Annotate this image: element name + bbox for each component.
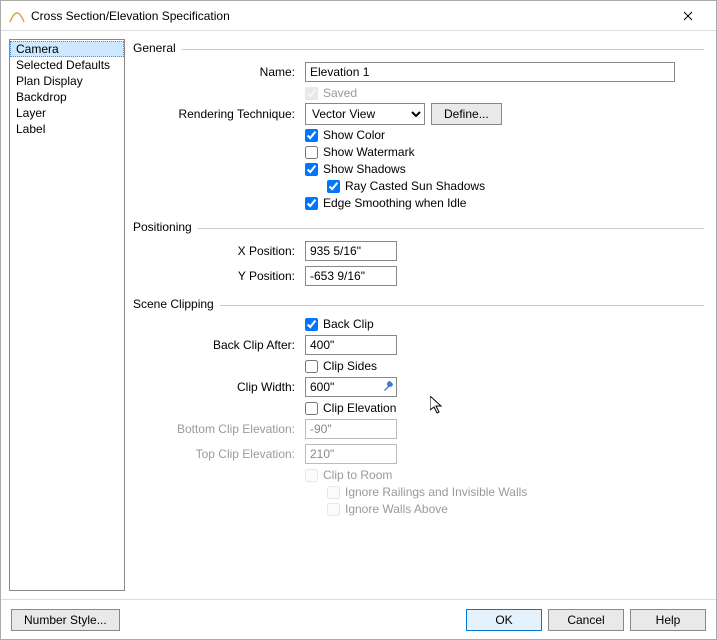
ignore-walls-above-checkbox: [327, 503, 340, 516]
show-watermark-label: Show Watermark: [323, 145, 415, 159]
dialog-window: Cross Section/Elevation Specification Ca…: [0, 0, 717, 640]
clip-elevation-label: Clip Elevation: [323, 401, 396, 415]
window-title: Cross Section/Elevation Specification: [31, 9, 668, 23]
sidebar-item-layer[interactable]: Layer: [10, 105, 124, 121]
clip-to-room-checkbox: [305, 469, 318, 482]
bottom-clip-elevation-input: [305, 419, 397, 439]
back-clip-label: Back Clip: [323, 317, 374, 331]
show-color-checkbox[interactable]: [305, 129, 318, 142]
clip-sides-label: Clip Sides: [323, 359, 377, 373]
cancel-button[interactable]: Cancel: [548, 609, 624, 631]
main-panel: General Name: Saved Rendering Technique:…: [133, 39, 708, 591]
y-position-input[interactable]: [305, 266, 397, 286]
help-button[interactable]: Help: [630, 609, 706, 631]
top-clip-elevation-label: Top Clip Elevation:: [133, 447, 305, 461]
ray-casted-label: Ray Casted Sun Shadows: [345, 179, 485, 193]
group-scene-clipping-header: Scene Clipping: [133, 297, 704, 311]
y-position-label: Y Position:: [133, 269, 305, 283]
x-position-label: X Position:: [133, 244, 305, 258]
define-button[interactable]: Define...: [431, 103, 502, 125]
number-style-button[interactable]: Number Style...: [11, 609, 120, 631]
rendering-technique-select[interactable]: Vector View: [305, 103, 425, 125]
sidebar-item-plan-display[interactable]: Plan Display: [10, 73, 124, 89]
show-shadows-checkbox[interactable]: [305, 163, 318, 176]
titlebar: Cross Section/Elevation Specification: [1, 1, 716, 31]
ignore-railings-label: Ignore Railings and Invisible Walls: [345, 485, 527, 499]
category-sidebar: Camera Selected Defaults Plan Display Ba…: [9, 39, 125, 591]
bottom-clip-elevation-label: Bottom Clip Elevation:: [133, 422, 305, 436]
saved-label: Saved: [323, 86, 357, 100]
clip-elevation-checkbox[interactable]: [305, 402, 318, 415]
sidebar-item-camera[interactable]: Camera: [10, 41, 124, 57]
group-positioning-title: Positioning: [133, 220, 192, 234]
app-icon: [9, 8, 25, 24]
sidebar-item-backdrop[interactable]: Backdrop: [10, 89, 124, 105]
edge-smoothing-label: Edge Smoothing when Idle: [323, 196, 466, 210]
dialog-body: Camera Selected Defaults Plan Display Ba…: [1, 31, 716, 599]
ignore-railings-checkbox: [327, 486, 340, 499]
back-clip-after-input[interactable]: [305, 335, 397, 355]
show-watermark-checkbox[interactable]: [305, 146, 318, 159]
back-clip-checkbox[interactable]: [305, 318, 318, 331]
show-shadows-label: Show Shadows: [323, 162, 406, 176]
group-general-title: General: [133, 41, 176, 55]
back-clip-after-label: Back Clip After:: [133, 338, 305, 352]
sidebar-item-selected-defaults[interactable]: Selected Defaults: [10, 57, 124, 73]
ray-casted-checkbox[interactable]: [327, 180, 340, 193]
rendering-technique-label: Rendering Technique:: [133, 107, 305, 121]
show-color-label: Show Color: [323, 128, 385, 142]
name-input[interactable]: [305, 62, 675, 82]
edge-smoothing-checkbox[interactable]: [305, 197, 318, 210]
name-label: Name:: [133, 65, 305, 79]
top-clip-elevation-input: [305, 444, 397, 464]
clip-width-label: Clip Width:: [133, 380, 305, 394]
close-button[interactable]: [668, 2, 708, 30]
saved-checkbox: [305, 87, 318, 100]
group-general-header: General: [133, 41, 704, 55]
ok-button[interactable]: OK: [466, 609, 542, 631]
group-positioning-header: Positioning: [133, 220, 704, 234]
dialog-footer: Number Style... OK Cancel Help: [1, 599, 716, 639]
x-position-input[interactable]: [305, 241, 397, 261]
clip-width-input[interactable]: [305, 377, 397, 397]
sidebar-item-label[interactable]: Label: [10, 121, 124, 137]
clip-sides-checkbox[interactable]: [305, 360, 318, 373]
group-scene-clipping-title: Scene Clipping: [133, 297, 214, 311]
saved-checkbox-row: Saved: [133, 86, 704, 100]
clip-to-room-label: Clip to Room: [323, 468, 392, 482]
ignore-walls-above-label: Ignore Walls Above: [345, 502, 448, 516]
